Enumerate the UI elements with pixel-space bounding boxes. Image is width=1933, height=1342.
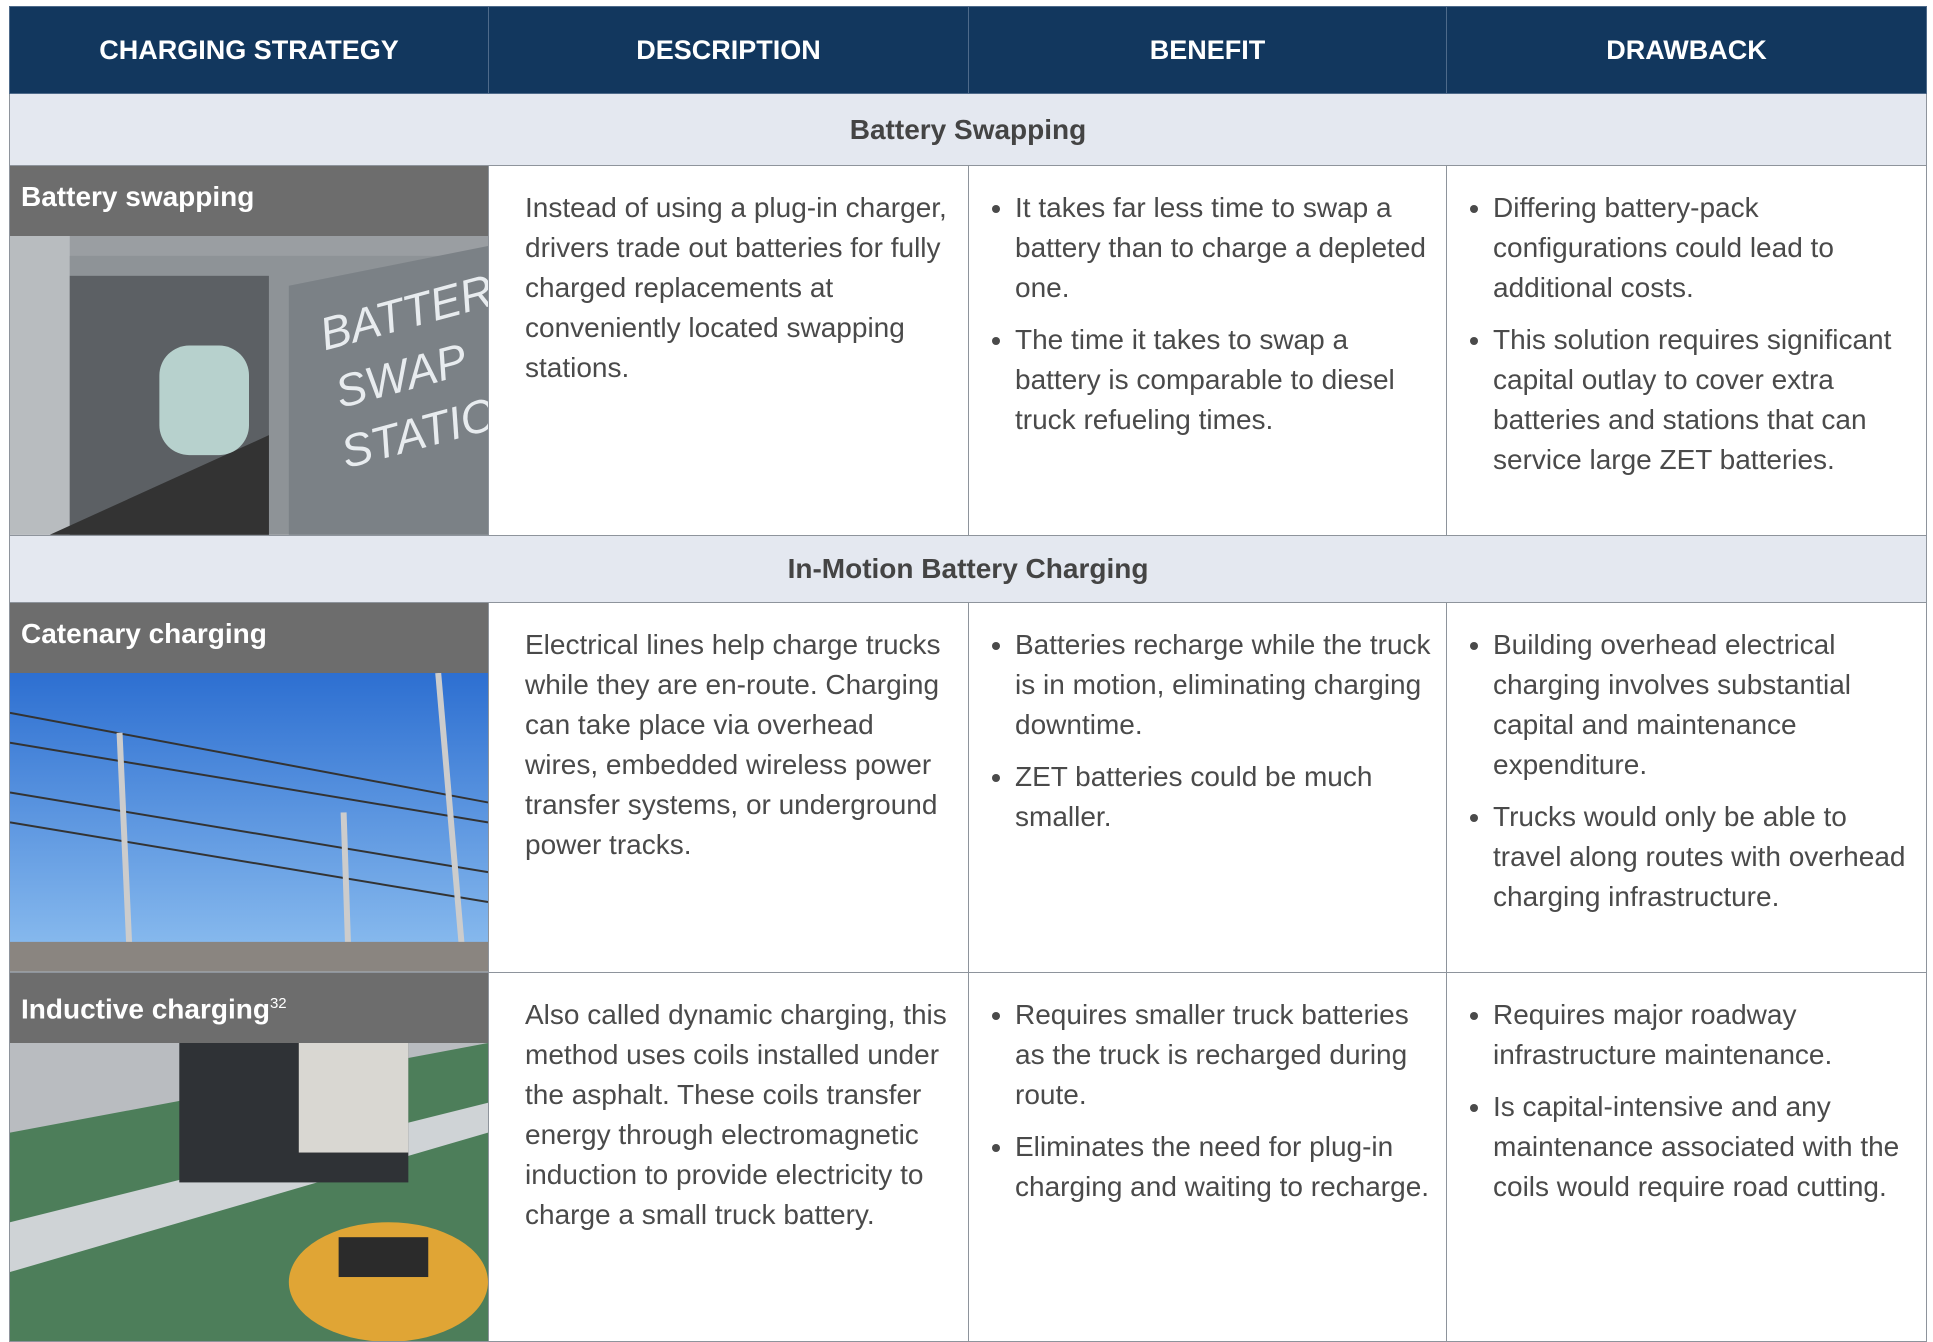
strategy-row: Inductive charging32 Also called dynamic… (9, 971, 1927, 1342)
strategy-image (10, 1042, 488, 1342)
page: CHARGING STRATEGY DESCRIPTION BENEFIT DRAWB… (0, 0, 1933, 1299)
strategy-label: Battery swapping (10, 166, 488, 236)
description-cell: Electrical lines help charge trucks whil… (488, 601, 969, 973)
drawback-list: Differing battery-pack configurations co… (1447, 166, 1926, 480)
drawback-item: Is capital-intensive and any maintenance… (1493, 1087, 1918, 1207)
strategy-name: Catenary charging (21, 617, 267, 649)
description: Also called dynamic charging, this metho… (525, 998, 947, 1230)
strategy-image: BATTERY SWAP STATION (10, 236, 488, 535)
description: Instead of using a plug-in charger, driv… (525, 192, 947, 383)
strategy-name: Inductive charging (21, 992, 270, 1024)
column-header: DRAWBACK (1446, 6, 1927, 94)
benefit-list: It takes far less time to swap a battery… (969, 166, 1446, 440)
strategy-row: Battery swapping BATTERY SWAP STATION Ins… (9, 165, 1927, 536)
strategy-row: Catenary charging Electrical lines help … (9, 601, 1927, 973)
drawback-list: Building overhead electrical charging in… (1447, 603, 1926, 917)
table-body: Battery Swapping Battery swapping BATTERY… (9, 93, 1927, 1342)
drawback-item: Differing battery-pack configurations co… (1493, 188, 1918, 308)
footnote-ref: 32 (269, 994, 287, 1012)
drawback-item: This solution requires significant capit… (1493, 320, 1918, 480)
drawback-item: Trucks would only be able to travel alon… (1493, 797, 1918, 917)
column-header: CHARGING STRATEGY (9, 6, 489, 94)
description: Electrical lines help charge trucks whil… (525, 628, 941, 860)
column-header: DESCRIPTION (488, 6, 969, 94)
drawback-item: Requires major roadway infrastructure ma… (1493, 995, 1918, 1075)
benefit-cell: Batteries recharge while the truck is in… (968, 601, 1447, 973)
strategy-table: CHARGING STRATEGY DESCRIPTION BENEFIT DRAWB… (9, 6, 1927, 1342)
strategy-label: Inductive charging32 (10, 972, 488, 1043)
benefit-item: Eliminates the need for plug-in charging… (1015, 1127, 1438, 1207)
benefit-cell: It takes far less time to swap a battery… (968, 165, 1447, 536)
drawback-cell: Requires major roadway infrastructure ma… (1446, 971, 1927, 1342)
strategy-cell: Catenary charging (9, 601, 489, 973)
benefit-list: Requires smaller truck batteries as the … (969, 973, 1446, 1207)
benefit-item: The time it takes to swap a battery is c… (1015, 320, 1438, 440)
description-cell: Also called dynamic charging, this metho… (488, 971, 969, 1342)
benefit-item: It takes far less time to swap a battery… (1015, 188, 1438, 308)
benefit-item: Batteries recharge while the truck is in… (1015, 625, 1438, 745)
strategy-label: Catenary charging (10, 602, 488, 673)
benefit-cell: Requires smaller truck batteries as the … (968, 971, 1447, 1342)
drawback-cell: Differing battery-pack configurations co… (1446, 165, 1927, 536)
benefit-item: Requires smaller truck batteries as the … (1015, 995, 1438, 1115)
description-cell: Instead of using a plug-in charger, driv… (488, 165, 969, 536)
strategy-cell: Battery swapping BATTERY SWAP STATION (9, 165, 489, 536)
strategy-image (10, 672, 488, 972)
strategy-name: Battery swapping (21, 181, 255, 212)
drawback-list: Requires major roadway infrastructure ma… (1447, 973, 1926, 1207)
benefit-item: ZET batteries could be much smaller. (1015, 757, 1438, 837)
drawback-item: Building overhead electrical charging in… (1493, 625, 1918, 785)
section-title: In-Motion Battery Charging (9, 534, 1927, 603)
drawback-cell: Building overhead electrical charging in… (1446, 601, 1927, 973)
strategy-inner: Battery swapping BATTERY SWAP STATION (10, 166, 488, 535)
section-row: In-Motion Battery Charging (9, 534, 1927, 603)
column-header: BENEFIT (968, 6, 1447, 94)
header-row: CHARGING STRATEGY DESCRIPTION BENEFIT DRAWB… (9, 6, 1927, 94)
strategy-inner: Catenary charging (10, 602, 488, 972)
section-row: Battery Swapping (9, 93, 1927, 166)
strategy-inner: Inductive charging32 (10, 972, 488, 1342)
section-title: Battery Swapping (9, 93, 1927, 166)
benefit-list: Batteries recharge while the truck is in… (969, 603, 1446, 837)
strategy-cell: Inductive charging32 (9, 971, 489, 1342)
